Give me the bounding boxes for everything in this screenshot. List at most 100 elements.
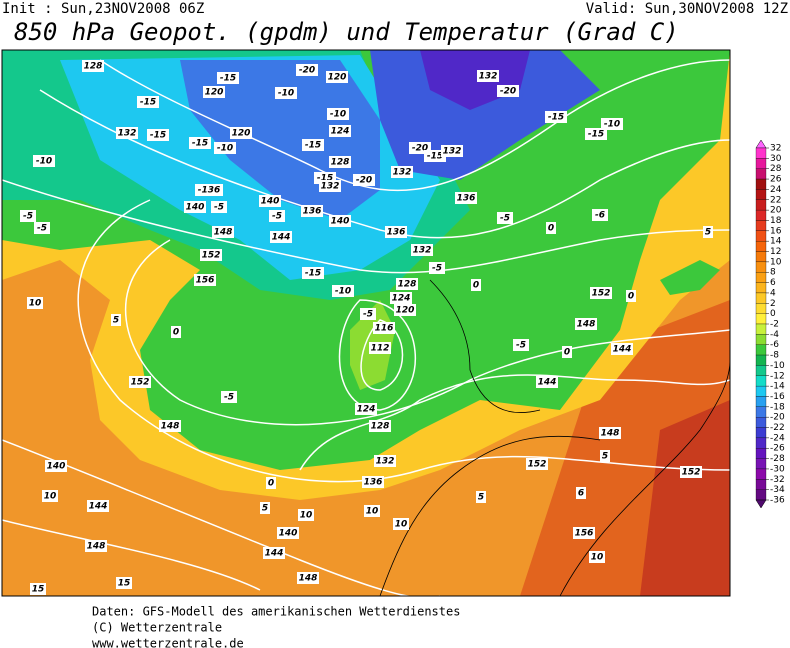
label-box [275,87,297,99]
colorbar-label: 32 [770,144,781,154]
colorbar-bin [755,158,767,169]
contour-label: 132 [321,182,340,192]
label-box [600,450,610,462]
contour-label: 132 [443,147,462,157]
contour-label: 148 [601,429,620,439]
contour-label: 5 [113,316,119,326]
colorbar-bin [755,220,767,231]
contour-label: 15 [118,579,131,589]
contour-label: 0 [473,281,479,291]
contour-label: 148 [299,574,318,584]
label-box [471,279,481,291]
label-box [87,500,109,512]
contour-label: 132 [393,168,412,178]
label-box [116,577,132,589]
colorbar-label: -12 [770,371,785,381]
contour-label: -15 [588,130,604,140]
contour-label: 140 [279,529,298,539]
colorbar-bin [755,375,767,387]
label-box [536,376,558,388]
contour-label: 148 [161,422,180,432]
contour-label: 156 [196,276,215,286]
label-box [214,142,236,154]
contour-label: 5 [262,504,268,514]
colorbar-label: 6 [770,278,776,288]
colorbar-bin [755,417,767,428]
label-box [441,145,463,157]
label-box [429,262,445,274]
label-box [680,466,702,478]
contour-label: -10 [604,120,620,130]
contour-label: 132 [413,246,432,256]
colorbar-label: -28 [770,454,785,464]
colorbar-label: 18 [770,216,782,226]
contour-label: -5 [37,224,47,234]
contour-label: -5 [432,264,442,274]
contour-label: -5 [214,203,224,213]
label-box [171,326,181,338]
contour-label: -10 [36,157,52,167]
label-box [369,420,391,432]
contour-label: -15 [305,269,321,279]
contour-label: 0 [548,224,554,234]
label-box [374,455,396,467]
colorbar-label: 12 [770,247,781,257]
contour-label: -5 [224,393,234,403]
colorbar-label: -14 [770,382,785,392]
label-box [369,342,391,354]
colorbar-bin [755,344,767,356]
label-box [296,64,318,76]
contour-label: -20 [500,87,516,97]
label-box [30,583,46,595]
colorbar-bin [755,272,767,283]
contour-label: 140 [186,203,205,213]
colorbar-bin [755,406,767,418]
contour-label: 0 [564,348,570,358]
colorbar-label: 14 [770,237,782,247]
colorbar-label: -20 [770,413,785,423]
valid-time: Valid: Sun,30NOV2008 12Z [586,1,788,17]
contour-label: 156 [575,529,594,539]
label-box [184,201,206,213]
label-box [546,222,556,234]
map-field [2,50,730,596]
contour-label: 124 [357,405,376,415]
contour-label: -5 [363,310,373,320]
contour-label: 5 [602,452,608,462]
contour-label: -5 [272,212,282,222]
colorbar-bin [755,458,767,470]
contour-label: 132 [118,129,137,139]
contour-label: 0 [268,479,274,489]
label-box [393,518,409,530]
footer-line: Daten: GFS-Modell des amerikanischen Wet… [92,605,460,619]
colorbar-label: -18 [770,402,785,412]
label-box [217,72,239,84]
colorbar-bin [755,448,767,459]
label-box [476,491,486,503]
colorbar-bin [755,147,767,159]
label-box [85,540,107,552]
label-box [576,487,586,499]
colorbar-label: 2 [770,299,776,309]
label-box [703,226,713,238]
map-title: 850 hPa Geopot. (gpdm) und Temperatur (G… [14,18,679,46]
contour-label: -15 [150,131,166,141]
label-box [195,184,223,196]
label-box [259,195,281,207]
label-box [391,166,413,178]
colorbar-label: -26 [770,444,785,454]
label-box [159,420,181,432]
label-box [611,343,633,355]
label-box [260,502,270,514]
contour-label: 124 [392,294,411,304]
label-box [590,287,612,299]
contour-label: 136 [364,478,383,488]
label-box [326,71,348,83]
colorbar-bin [755,189,767,200]
contour-label: 136 [387,228,406,238]
contour-label: -15 [220,74,236,84]
label-box [477,70,499,82]
label-box [327,108,349,120]
label-box [589,551,605,563]
